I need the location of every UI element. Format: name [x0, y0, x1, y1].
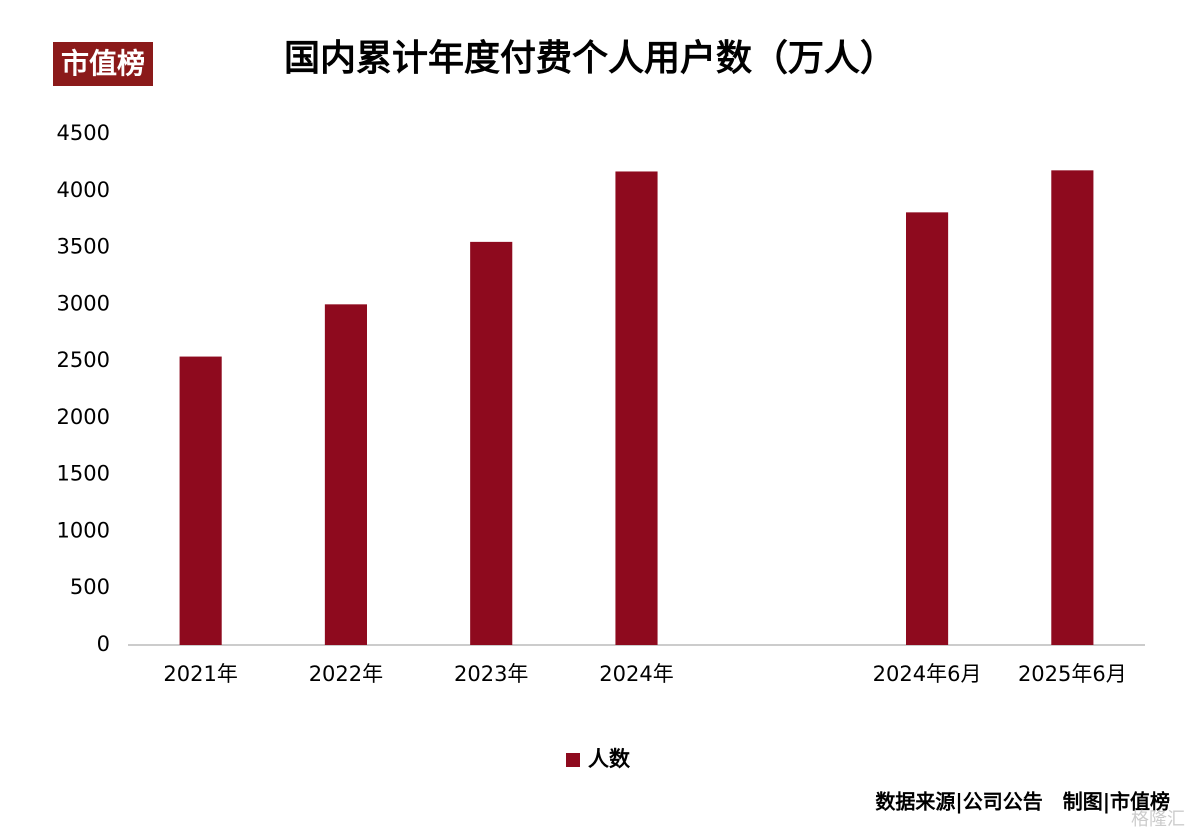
y-tick-label: 3000: [57, 291, 110, 315]
y-tick-label: 1500: [57, 462, 110, 486]
y-tick-label: 1000: [57, 518, 110, 542]
legend-label: 人数: [588, 747, 631, 771]
bar: [1051, 170, 1094, 646]
y-tick-label: 4000: [57, 178, 110, 202]
chart-title: 国内累计年度付费个人用户数（万人）: [284, 38, 896, 79]
y-tick-label: 3500: [57, 235, 110, 259]
y-tick-label: 0: [97, 632, 110, 656]
bar: [324, 304, 367, 645]
x-tick-label: 2023年: [454, 662, 528, 686]
x-tick-label: 2025年6月: [1018, 662, 1127, 686]
x-tick-label: 2024年: [599, 662, 673, 686]
bar: [179, 356, 222, 645]
y-tick-label: 2000: [57, 405, 110, 429]
x-tick-label: 2024年6月: [873, 662, 982, 686]
y-tick-label: 500: [70, 575, 110, 599]
bar: [615, 171, 658, 645]
logo-box: [53, 42, 153, 86]
y-tick-label: 2500: [57, 348, 110, 372]
y-tick-label: 4500: [57, 121, 110, 145]
bar: [470, 241, 513, 645]
logo: 市值榜: [61, 47, 145, 80]
source-note: 数据来源|公司公告 制图|市值榜: [875, 790, 1170, 814]
x-tick-label: 2022年: [309, 662, 383, 686]
x-tick-label: 2021年: [163, 662, 237, 686]
legend-swatch: [566, 753, 580, 767]
bar: [906, 212, 949, 645]
watermark: 格隆汇: [1131, 809, 1185, 830]
